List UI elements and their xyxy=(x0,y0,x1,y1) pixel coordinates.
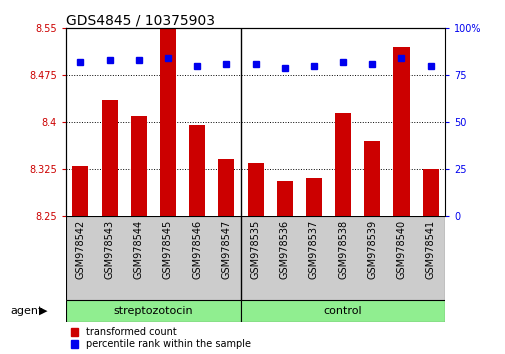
Text: GSM978539: GSM978539 xyxy=(367,220,377,279)
Bar xyxy=(276,181,292,216)
Text: GSM978543: GSM978543 xyxy=(105,220,114,279)
Text: GSM978540: GSM978540 xyxy=(396,220,406,279)
Text: GSM978541: GSM978541 xyxy=(425,220,435,279)
Text: ▶: ▶ xyxy=(39,306,47,316)
Text: agent: agent xyxy=(10,306,42,316)
Bar xyxy=(66,300,240,322)
Bar xyxy=(306,178,321,216)
Text: GSM978544: GSM978544 xyxy=(133,220,143,279)
Bar xyxy=(422,169,438,216)
Text: GSM978546: GSM978546 xyxy=(192,220,201,279)
Bar xyxy=(102,100,117,216)
Bar xyxy=(72,166,88,216)
Bar xyxy=(393,47,409,216)
Bar xyxy=(240,300,444,322)
Text: GDS4845 / 10375903: GDS4845 / 10375903 xyxy=(66,13,214,27)
Bar xyxy=(218,159,234,216)
Text: GSM978536: GSM978536 xyxy=(279,220,289,279)
Bar xyxy=(334,113,350,216)
Legend: transformed count, percentile rank within the sample: transformed count, percentile rank withi… xyxy=(71,327,250,349)
Text: GSM978537: GSM978537 xyxy=(309,220,318,279)
Text: GSM978547: GSM978547 xyxy=(221,220,231,279)
Bar xyxy=(189,125,205,216)
Text: streptozotocin: streptozotocin xyxy=(113,306,193,316)
Text: GSM978545: GSM978545 xyxy=(163,220,173,279)
Bar xyxy=(247,162,263,216)
Text: GSM978542: GSM978542 xyxy=(75,220,85,279)
Bar xyxy=(364,141,380,216)
Bar xyxy=(160,29,176,216)
Text: GSM978538: GSM978538 xyxy=(337,220,347,279)
Text: control: control xyxy=(323,306,362,316)
Text: GSM978535: GSM978535 xyxy=(250,220,260,279)
Bar xyxy=(130,116,146,216)
